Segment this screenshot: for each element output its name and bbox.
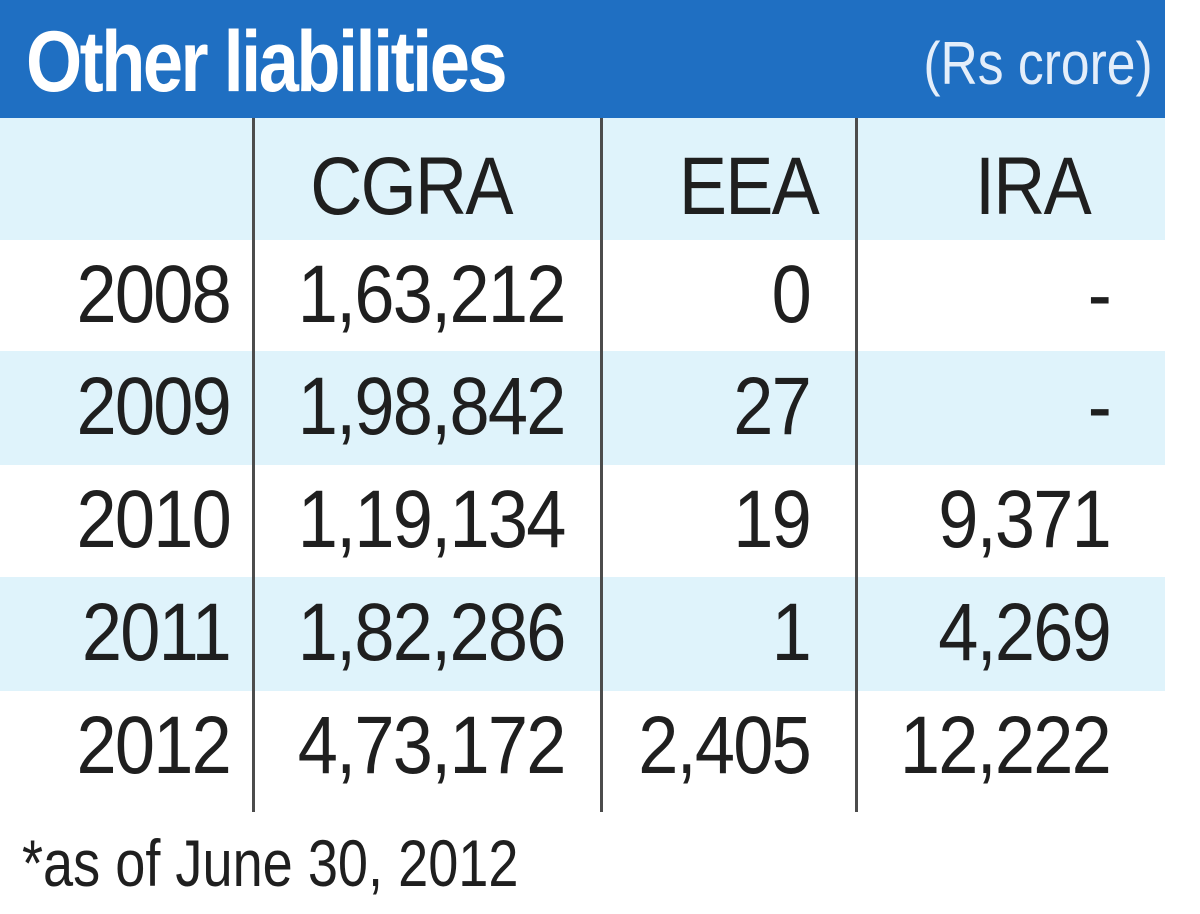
column-header: CGRA <box>310 141 513 232</box>
table-cell: 1,82,286 <box>297 587 567 678</box>
column-divider <box>252 118 255 812</box>
column-header: EEA <box>678 141 820 232</box>
table-cell: 1 <box>771 587 812 678</box>
unit-label: (Rs crore) <box>923 30 1153 97</box>
row-year-label: 2009 <box>76 361 232 452</box>
column-divider <box>600 118 603 812</box>
table-cell: 9,371 <box>938 474 1112 565</box>
table-cell: 1,63,212 <box>297 249 567 340</box>
column-header: IRA <box>974 141 1092 232</box>
title-bar: Other liabilities (Rs crore) <box>0 0 1165 118</box>
row-year-label: 2012 <box>76 700 232 791</box>
table-cell: - <box>1087 249 1112 340</box>
table-cell: 27 <box>733 361 812 452</box>
row-band <box>0 577 1165 691</box>
table-cell: 4,73,172 <box>297 700 567 791</box>
chart-title: Other liabilities <box>26 14 508 110</box>
table-cell: 1,19,134 <box>297 474 567 565</box>
row-band <box>0 118 1165 240</box>
footnote: *as of June 30, 2012 <box>22 826 519 900</box>
table-cell: - <box>1087 361 1112 452</box>
row-year-label: 2008 <box>76 249 232 340</box>
table-cell: 2,405 <box>638 700 812 791</box>
table-cell: 1,98,842 <box>297 361 567 452</box>
row-year-label: 2011 <box>81 587 232 678</box>
column-divider <box>855 118 858 812</box>
table-cell: 19 <box>733 474 812 565</box>
row-year-label: 2010 <box>76 474 232 565</box>
row-band <box>0 351 1165 465</box>
data-table: CGRA EEA IRA 2008 1,63,212 0 - 2009 1,98,842 27 - 2… <box>0 118 1165 812</box>
table-cell: 0 <box>771 249 812 340</box>
table-cell: 12,222 <box>899 700 1112 791</box>
table-cell: 4,269 <box>938 587 1112 678</box>
